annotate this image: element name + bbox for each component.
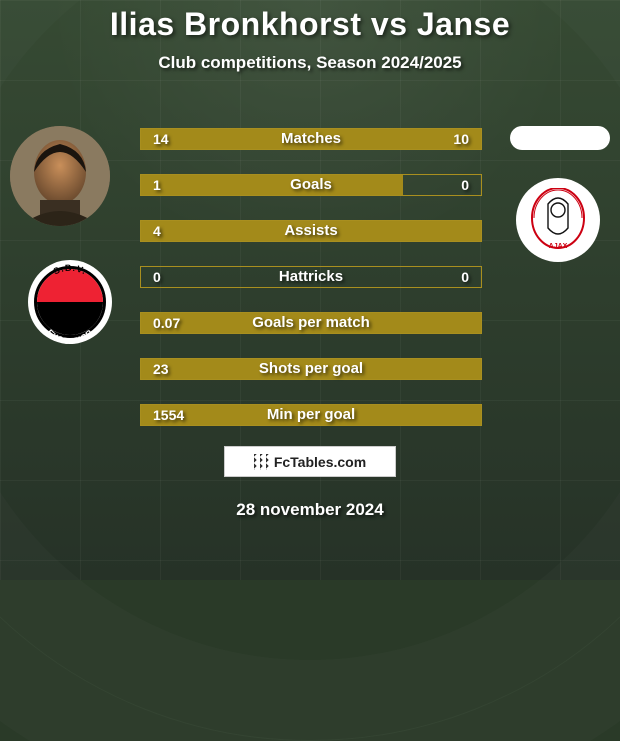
svg-text:EXCELSIOR: EXCELSIOR bbox=[45, 327, 95, 344]
stat-value-left: 1554 bbox=[153, 405, 184, 425]
stat-value-left: 0.07 bbox=[153, 313, 180, 333]
player-right-avatar bbox=[510, 126, 610, 150]
stat-value-left: 0 bbox=[153, 267, 161, 287]
stat-row: 4Assists bbox=[140, 220, 482, 242]
club-right-badge: AJAX bbox=[516, 178, 600, 262]
page-title: Ilias Bronkhorst vs Janse bbox=[0, 6, 620, 43]
player-left-avatar bbox=[10, 126, 110, 226]
stat-row: 1554Min per goal bbox=[140, 404, 482, 426]
stat-value-left: 14 bbox=[153, 129, 169, 149]
club-left-badge: S.B.V. EXCELSIOR bbox=[28, 260, 112, 344]
site-logo-text: FcTables.com bbox=[274, 454, 366, 470]
stat-row: 0.07Goals per match bbox=[140, 312, 482, 334]
bar-fill-left bbox=[141, 129, 403, 149]
page-subtitle: Club competitions, Season 2024/2025 bbox=[0, 53, 620, 73]
stat-label: Hattricks bbox=[141, 267, 481, 287]
bar-fill-left bbox=[141, 313, 481, 333]
bar-fill-left bbox=[141, 221, 481, 241]
svg-text:S.B.V.: S.B.V. bbox=[52, 263, 89, 277]
stat-value-left: 23 bbox=[153, 359, 169, 379]
stat-row: 0 0Hattricks bbox=[140, 266, 482, 288]
bar-fill-left bbox=[141, 175, 403, 195]
stat-value-right: 0 bbox=[461, 267, 469, 287]
stat-row: 1410Matches bbox=[140, 128, 482, 150]
bar-fill-left bbox=[141, 359, 481, 379]
comparison-bars: 1410Matches10Goals4Assists00Hattricks0.0… bbox=[140, 128, 482, 450]
stat-row: 23Shots per goal bbox=[140, 358, 482, 380]
site-logo[interactable]: FcTables.com bbox=[224, 446, 396, 477]
bar-fill-right bbox=[403, 129, 481, 149]
stat-value-left: 1 bbox=[153, 175, 161, 195]
stat-row: 10Goals bbox=[140, 174, 482, 196]
stat-value-right: 10 bbox=[453, 129, 469, 149]
svg-text:AJAX: AJAX bbox=[549, 243, 568, 250]
stat-value-left: 4 bbox=[153, 221, 161, 241]
bar-fill-left bbox=[141, 405, 481, 425]
chart-icon bbox=[254, 454, 270, 470]
footer-date: 28 november 2024 bbox=[0, 500, 620, 520]
content: Ilias Bronkhorst vs Janse Club competiti… bbox=[0, 0, 620, 73]
stat-value-right: 0 bbox=[461, 175, 469, 195]
